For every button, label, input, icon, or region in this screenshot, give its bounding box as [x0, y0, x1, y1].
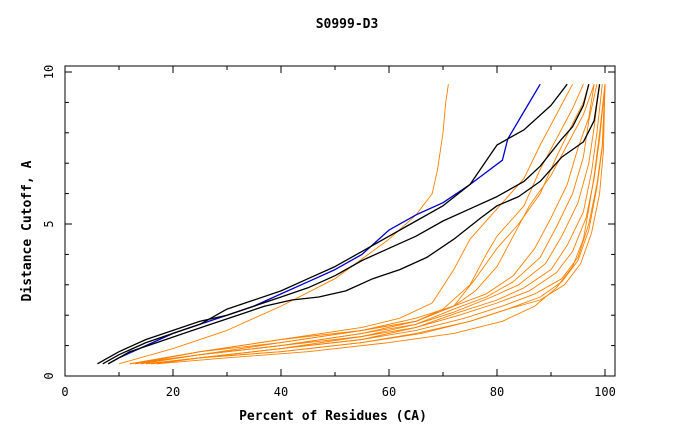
- series-line-11: [140, 84, 598, 365]
- x-tick-label: 60: [382, 385, 396, 399]
- series-line-17: [156, 84, 606, 365]
- x-tick-label: 0: [61, 385, 68, 399]
- y-axis-label: Distance Cutoff, A: [20, 160, 35, 301]
- series-line-4: [107, 84, 601, 365]
- x-tick-label: 20: [166, 385, 180, 399]
- axis-ticks: [64, 66, 615, 377]
- plot-lines: [97, 83, 606, 365]
- y-tick-label: 0: [42, 372, 56, 379]
- series-line-6: [129, 83, 573, 365]
- x-axis-label: Percent of Residues (CA): [239, 409, 427, 424]
- series-line-5: [118, 84, 449, 365]
- y-tick-label: 10: [42, 65, 56, 79]
- series-line-1: [107, 83, 541, 365]
- x-tick-label: 80: [490, 385, 504, 399]
- series-line-14: [145, 84, 606, 365]
- series-line-2: [102, 83, 568, 365]
- axis-tick-labels: 0 20 40 60 80 100 0 5 10: [42, 65, 616, 399]
- series-line-18: [156, 84, 606, 365]
- series-line-13: [145, 84, 603, 365]
- plot-frame: [64, 65, 616, 377]
- chart-title: S0999-D3: [316, 17, 379, 32]
- series-line-12: [140, 84, 601, 365]
- series-line-3: [97, 84, 590, 365]
- series-line-7: [129, 84, 584, 365]
- x-tick-label: 100: [594, 385, 616, 399]
- x-tick-label: 40: [274, 385, 288, 399]
- series-line-9: [129, 84, 595, 365]
- y-tick-label: 5: [42, 220, 56, 227]
- series-line-15: [151, 84, 606, 365]
